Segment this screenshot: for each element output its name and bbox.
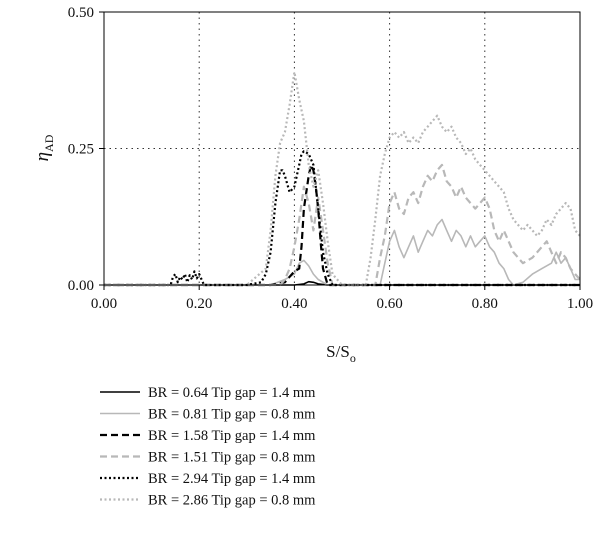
series-line-4 xyxy=(104,163,581,287)
x-tick-label: 0.60 xyxy=(376,296,402,312)
series-line-3 xyxy=(104,163,580,287)
series-line-6 xyxy=(104,71,581,287)
legend: BR = 0.64 Tip gap = 1.4 mm BR = 0.81 Tip … xyxy=(100,385,316,509)
legend-label-5: BR = 2.94 Tip gap = 1.4 mm xyxy=(148,471,316,487)
y-tick-label: 0.25 xyxy=(68,142,94,158)
axis-ticks: 0.00 0.20 0.40 0.60 0.80 1.00 0.00 0.25 0.50 xyxy=(68,5,593,312)
series-line-5 xyxy=(104,150,580,287)
series-lines xyxy=(104,71,581,287)
legend-label-6: BR = 2.86 Tip gap = 0.8 mm xyxy=(148,493,316,509)
x-axis-title-main: S/S xyxy=(326,342,350,361)
y-tick-label: 0.50 xyxy=(68,5,94,21)
legend-label-3: BR = 1.58 Tip gap = 1.4 mm xyxy=(148,428,316,444)
x-tick-label: 0.20 xyxy=(186,296,212,312)
x-tick-label: 0.80 xyxy=(472,296,498,312)
x-axis-title: S/So xyxy=(326,342,356,365)
x-tick-label: 0.40 xyxy=(281,296,307,312)
x-axis-title-sub: o xyxy=(350,351,356,365)
legend-label-4: BR = 1.51 Tip gap = 0.8 mm xyxy=(148,450,316,466)
legend-label-2: BR = 0.81 Tip gap = 0.8 mm xyxy=(148,407,316,423)
y-axis-title: ηAD xyxy=(32,134,56,161)
series-line-2 xyxy=(104,218,580,286)
grid xyxy=(104,12,580,285)
x-tick-label: 0.00 xyxy=(91,296,117,312)
y-axis-title-sub: AD xyxy=(42,134,56,152)
y-tick-label: 0.00 xyxy=(68,278,94,294)
y-axis-title-main: η xyxy=(32,152,53,161)
legend-label-1: BR = 0.64 Tip gap = 1.4 mm xyxy=(148,385,316,401)
x-tick-label: 1.00 xyxy=(567,296,593,312)
